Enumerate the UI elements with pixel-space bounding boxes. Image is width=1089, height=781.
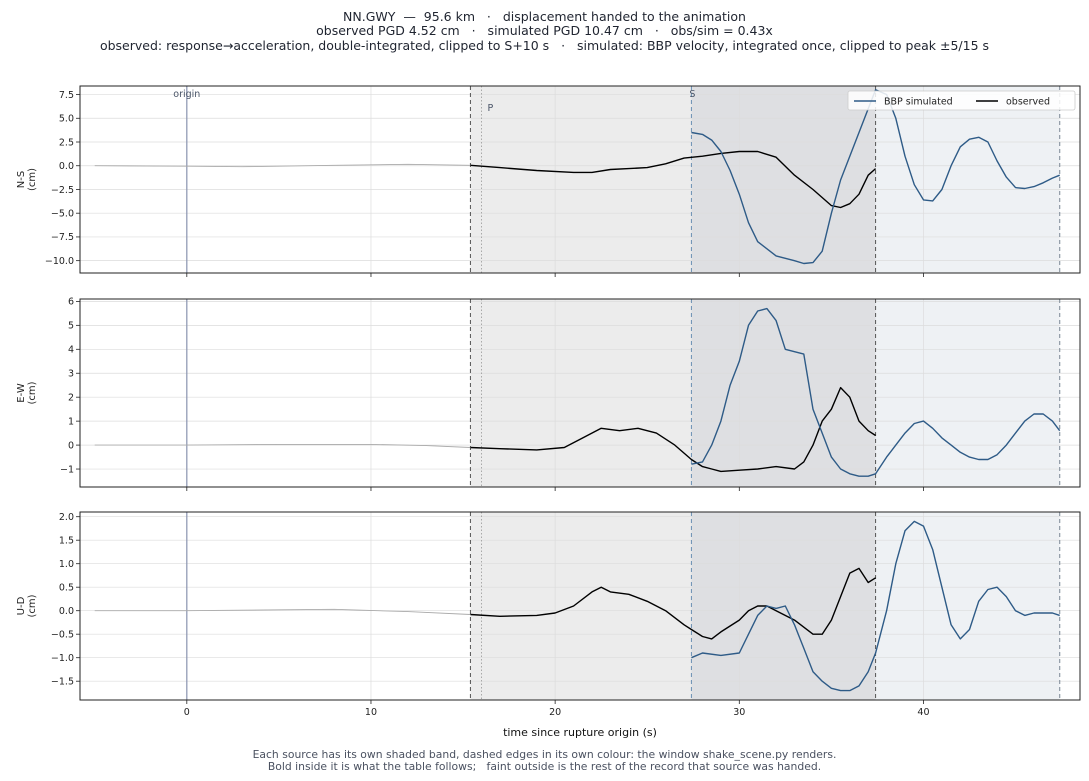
x-axis-label: time since rupture origin (s) <box>503 726 657 739</box>
caption-line-1: Each source has its own shaded band, das… <box>252 748 837 761</box>
x-tick-label: 0 <box>184 707 190 718</box>
y-axis-label-line: U-D <box>16 596 27 615</box>
y-axis-label-line: E-W <box>16 383 27 403</box>
y-tick-label: 0.0 <box>59 606 74 617</box>
s-marker-label: S <box>689 89 695 100</box>
caption-line-2: Bold inside it is what the table follows… <box>267 760 822 773</box>
panel-2: −1 0 1 2 3 4 5 6 E-W(cm) <box>16 297 1081 491</box>
observed-faint-series-line <box>94 608 471 615</box>
y-tick-label: 0 <box>68 440 74 451</box>
y-tick-label: 1 <box>68 416 74 427</box>
y-tick-label: 6 <box>68 297 74 308</box>
panel-3: −1.5 −1.0 −0.5 0.0 0.5 1.0 1.5 2.0 0 10 20 30 40 U-D(… <box>16 511 1081 718</box>
observed-series-line <box>470 567 876 640</box>
y-tick-label: −10.0 <box>45 256 74 267</box>
window-overlap-band <box>691 86 876 273</box>
panel-frame <box>79 85 1081 274</box>
y-tick-label: 2.0 <box>59 512 74 523</box>
y-axis-label: U-D(cm) <box>16 594 38 617</box>
y-tick-label: −1 <box>60 464 74 475</box>
legend-label: BBP simulated <box>884 97 953 108</box>
panel-frame <box>79 298 1081 488</box>
y-tick-label: 3 <box>68 369 74 380</box>
y-tick-label: 1.5 <box>59 536 74 547</box>
y-axis-label-line: (cm) <box>27 381 38 404</box>
x-tick-label: 20 <box>549 707 561 718</box>
figure-subtitle-processing: observed: response→acceleration, double-… <box>99 38 990 53</box>
legend: BBP simulated observed <box>847 90 1076 111</box>
y-tick-label: 2 <box>68 392 74 403</box>
y-tick-label: −7.5 <box>51 232 74 243</box>
y-tick-label: 0.0 <box>59 161 74 172</box>
y-tick-label: 4 <box>68 345 74 356</box>
legend-label: observed <box>1006 97 1050 108</box>
panel-frame <box>79 511 1081 701</box>
y-tick-label: 5 <box>68 321 74 332</box>
simulated-series-line <box>691 307 1061 477</box>
y-axis-label-line: (cm) <box>27 594 38 617</box>
p-marker-label: P <box>487 103 493 114</box>
x-tick-label: 10 <box>365 707 377 718</box>
y-tick-label: −1.0 <box>51 653 74 664</box>
x-tick-label: 30 <box>733 707 745 718</box>
y-tick-label: −0.5 <box>51 630 74 641</box>
y-axis-label-line: (cm) <box>27 168 38 191</box>
panel-1: origin P S −10.0 −7.5 −5.0 −2.5 0.0 2.5 5.0 7.5 N-S… <box>16 85 1081 277</box>
y-axis-label: E-W(cm) <box>16 381 38 404</box>
origin-marker-label: origin <box>173 89 200 100</box>
y-tick-label: 5.0 <box>59 114 74 125</box>
y-tick-label: 7.5 <box>59 90 74 101</box>
observed-faint-series-line <box>94 163 471 168</box>
figure-subtitle-pgd: observed PGD 4.52 cm · simulated PGD 10.… <box>316 23 773 38</box>
y-tick-label: 2.5 <box>59 137 74 148</box>
legend-box <box>847 90 1076 111</box>
window-overlap-band <box>691 299 876 487</box>
simulated-series-line <box>691 520 1060 692</box>
observed-series-line <box>470 150 877 209</box>
observed-series-line <box>470 386 876 473</box>
y-tick-label: −1.5 <box>51 677 74 688</box>
figure-title: NN.GWY — 95.6 km · displacement handed t… <box>343 9 746 24</box>
y-tick-label: 0.5 <box>59 583 74 594</box>
y-tick-label: −5.0 <box>51 208 74 219</box>
y-axis-label: N-S(cm) <box>16 168 38 191</box>
observed-faint-series-line <box>94 443 471 448</box>
x-tick-label: 40 <box>917 707 929 718</box>
y-axis-label-line: N-S <box>16 171 27 188</box>
y-tick-label: −2.5 <box>51 185 74 196</box>
y-tick-label: 1.0 <box>59 559 74 570</box>
